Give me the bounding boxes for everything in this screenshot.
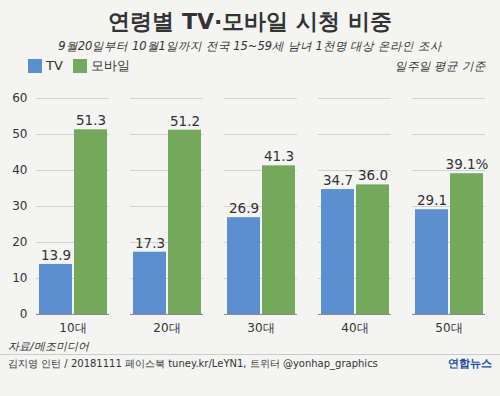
svg-text:20: 20: [12, 235, 27, 249]
svg-text:39.1%: 39.1%: [446, 156, 489, 172]
svg-text:29.1: 29.1: [417, 192, 447, 208]
svg-text:60: 60: [12, 91, 27, 105]
svg-text:20대: 20대: [153, 321, 180, 335]
svg-text:34.7: 34.7: [323, 172, 353, 188]
svg-text:26.9: 26.9: [229, 200, 259, 216]
html-text:TV: TV: [46, 58, 63, 73]
svg-text:36.0: 36.0: [358, 167, 388, 183]
html-text:모바일: 모바일: [90, 57, 130, 73]
svg-text:17.3: 17.3: [135, 235, 165, 251]
html-text:연합뉴스: 연합뉴스: [448, 357, 492, 370]
svg-text:0: 0: [20, 307, 28, 321]
html-text:9월20일부터 10월1일까지 전국 15~59세 남녀 1: 9월20일부터 10월1일까지 전국 15~59세 남녀 1천명 대상 온라인 …: [58, 39, 442, 53]
svg-text:51.3: 51.3: [76, 112, 106, 128]
svg-text:50대: 50대: [435, 321, 462, 335]
svg-text:51.2: 51.2: [170, 113, 200, 129]
svg-text:40대: 40대: [341, 321, 368, 335]
svg-text:30: 30: [12, 199, 27, 213]
svg-text:40: 40: [12, 163, 27, 177]
html-text:김지영 인턴 / 20181111 페이스북 tuney.k: 김지영 인턴 / 20181111 페이스북 tuney.kr/LeYN1, 트…: [8, 358, 378, 369]
html-text:일주일 평균 기준: 일주일 평균 기준: [394, 58, 486, 73]
svg-text:10대: 10대: [59, 321, 86, 335]
svg-text:13.9: 13.9: [41, 247, 71, 263]
html-text:연령별 TV·모바일 시청 비중: 연령별 TV·모바일 시청 비중: [108, 9, 392, 34]
svg-text:41.3: 41.3: [264, 148, 294, 164]
svg-text:30대: 30대: [247, 321, 274, 335]
svg-text:50: 50: [12, 127, 27, 141]
svg-text:10: 10: [12, 271, 27, 285]
html-text:자료/메조미디어: 자료/메조미디어: [8, 340, 89, 353]
